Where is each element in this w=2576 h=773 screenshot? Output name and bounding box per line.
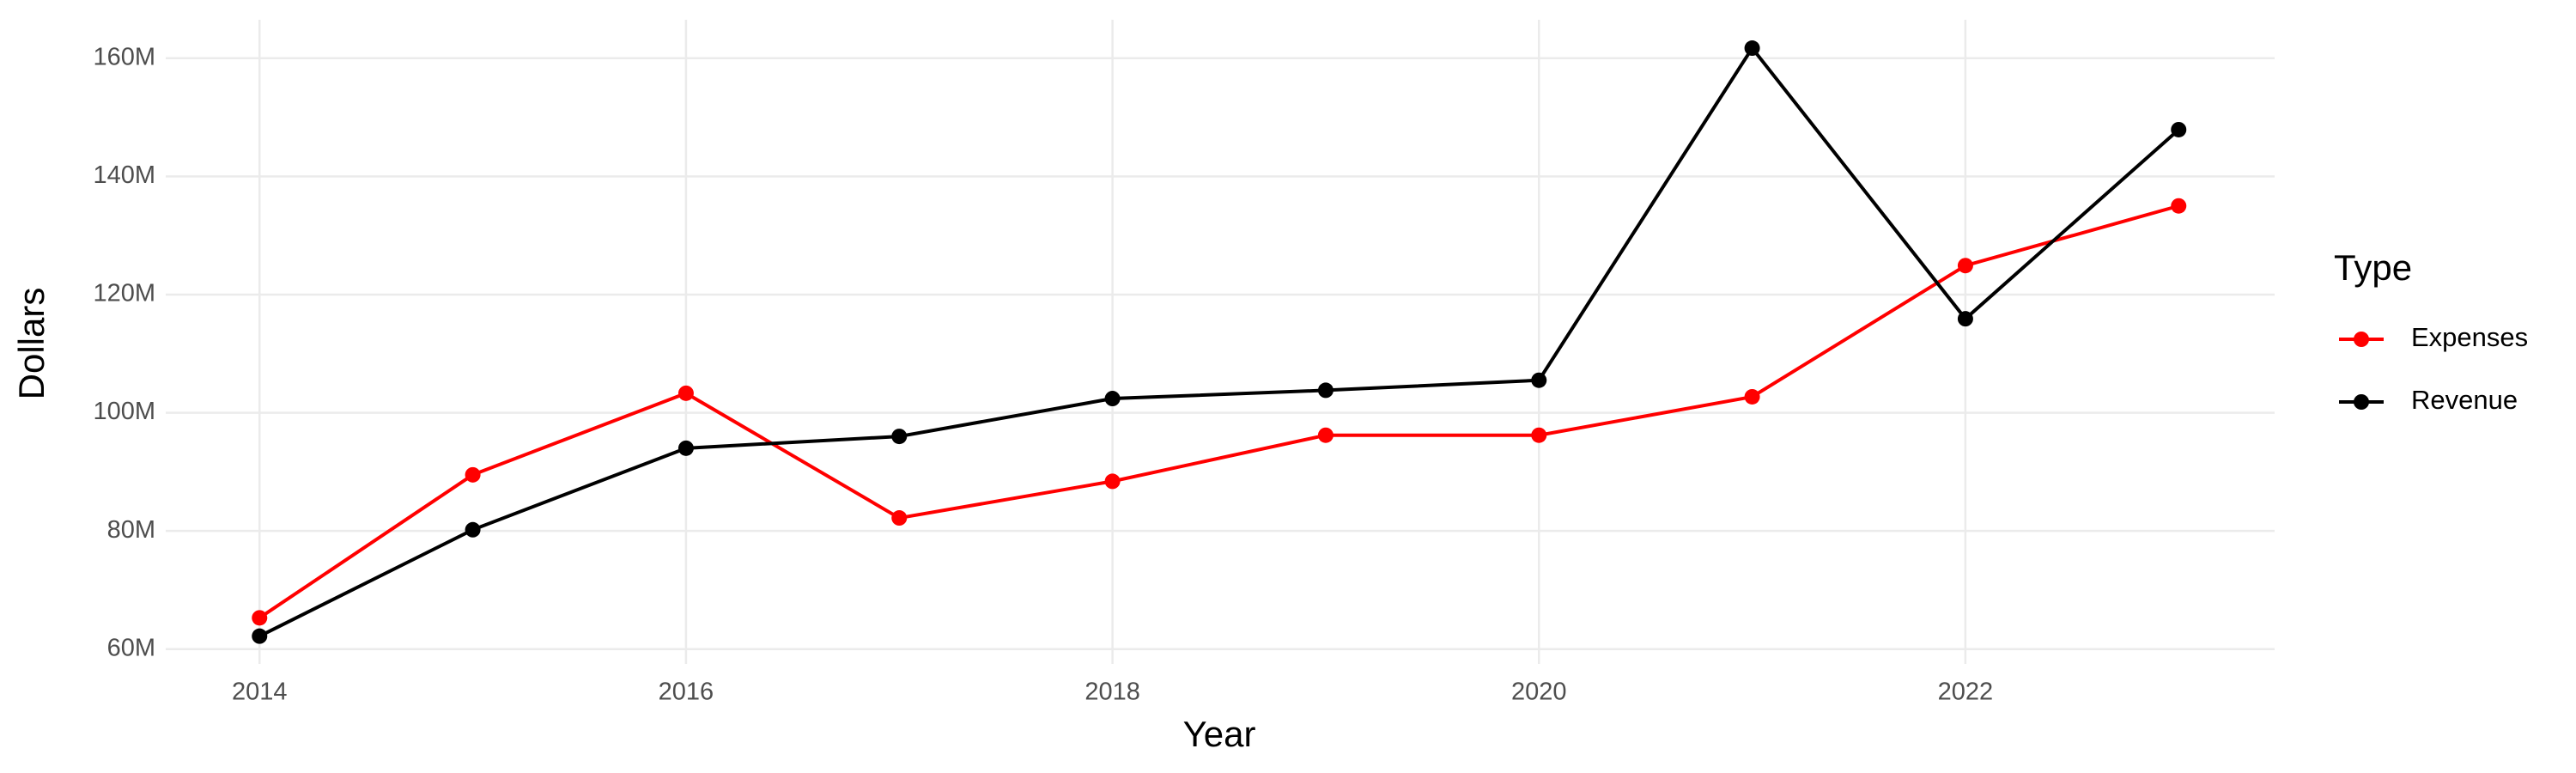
x-tick-label: 2016 xyxy=(659,679,714,706)
data-point xyxy=(891,510,908,526)
data-point xyxy=(2171,121,2187,137)
y-tick-label: 140M xyxy=(93,161,155,189)
data-point xyxy=(1957,258,1973,274)
series-line xyxy=(258,204,2179,619)
data-point xyxy=(1317,382,1334,399)
data-point xyxy=(1744,40,1760,57)
legend-key-point xyxy=(2354,332,2369,347)
x-tick-label: 2022 xyxy=(1938,679,1994,706)
data-point xyxy=(1531,427,1547,443)
data-point xyxy=(1744,388,1760,405)
x-axis-title: Year xyxy=(1183,714,1256,754)
data-point xyxy=(2171,198,2187,214)
data-point xyxy=(1104,391,1121,407)
y-tick-label: 60M xyxy=(107,634,155,661)
legend-title: Type xyxy=(2334,247,2412,288)
data-point xyxy=(1104,473,1121,490)
x-tick-label: 2020 xyxy=(1511,679,1567,706)
y-tick-label: 100M xyxy=(93,398,155,425)
data-point xyxy=(252,610,268,626)
data-point xyxy=(1531,372,1547,388)
legend-label: Expenses xyxy=(2411,322,2528,352)
y-tick-label: 120M xyxy=(93,280,155,307)
legend-key-point xyxy=(2354,394,2369,410)
legend-label: Revenue xyxy=(2411,385,2518,415)
y-tick-label: 80M xyxy=(107,516,155,544)
data-point xyxy=(465,521,481,538)
x-tick-label: 2014 xyxy=(232,679,288,706)
data-point xyxy=(465,466,481,483)
data-point xyxy=(677,385,694,401)
data-point xyxy=(677,440,694,456)
data-point xyxy=(252,628,268,644)
y-axis-title: Dollars xyxy=(11,288,52,400)
y-tick-label: 160M xyxy=(93,43,155,70)
x-tick-label: 2018 xyxy=(1084,679,1140,706)
data-point xyxy=(1957,311,1973,327)
series-line xyxy=(258,45,2180,638)
data-point xyxy=(891,429,908,445)
data-point xyxy=(1317,427,1334,443)
